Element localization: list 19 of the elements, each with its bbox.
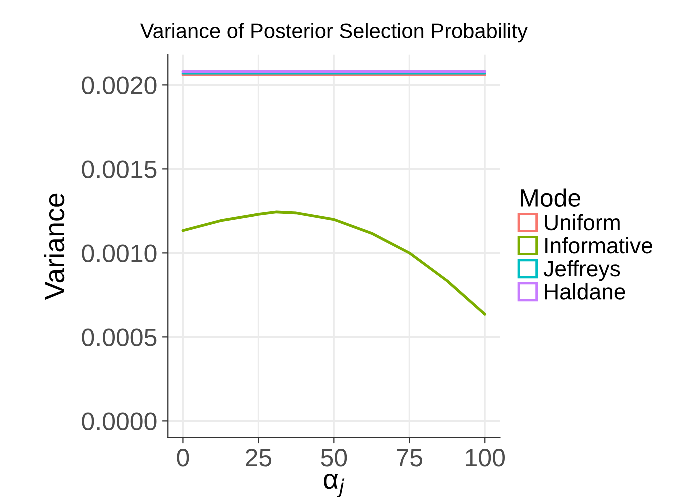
line-series [182,210,487,316]
x-tick-label: 75 [397,449,422,467]
legend-label: Uniform [545,214,620,231]
x-tick-label: 25 [246,449,272,467]
x-tick-label: 0 [177,449,190,467]
y-tick-label: 0.0010 [82,244,157,262]
y-tick-label: 0.0020 [82,76,157,94]
legend-label: Informative [546,237,652,254]
y-tick-label: 0.0000 [82,412,157,430]
y-tick-label: 0.0015 [82,160,157,178]
x-axis-title: α$_{j}$ [324,474,345,498]
legend-label: Jeffreys [544,260,620,282]
legend-label: Haldane [545,284,626,300]
x-tick-label: 100 [466,449,505,467]
y-axis-title: Variance [44,194,65,300]
x-tick-label: 50 [321,449,348,467]
legend-title: Mode [521,188,581,208]
y-tick-label: 0.0005 [82,328,157,346]
chart-title: Variance of Posterior Selection Probability [140,23,528,43]
